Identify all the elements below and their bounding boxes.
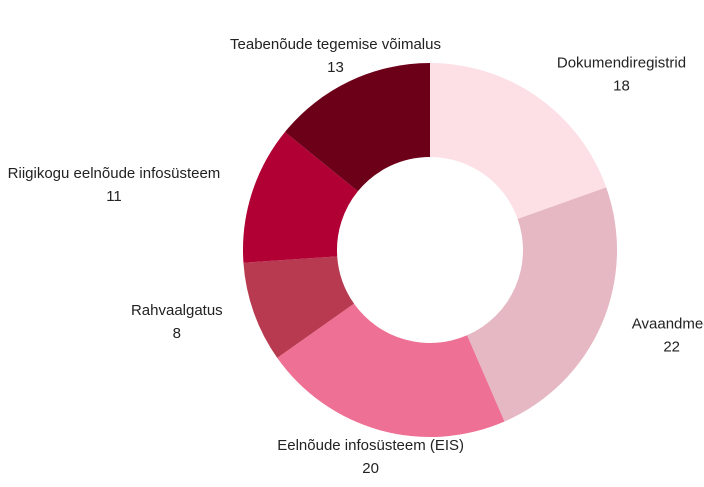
slice [284, 63, 430, 192]
value-label: 18 [613, 77, 630, 94]
slice [277, 303, 505, 438]
value-label: 13 [327, 59, 344, 76]
slice [467, 187, 617, 422]
value-label: 20 [362, 460, 379, 477]
slice-label: Eelnõude infosüsteem (EIS) [277, 437, 464, 454]
slice [430, 63, 607, 219]
slice [243, 256, 355, 358]
slice-label: Teabenõude tegemise võimalus [230, 36, 441, 53]
slice-label: Avaandmed [632, 316, 704, 333]
slice-label: Dokumendiregistrid [557, 54, 686, 71]
slice [243, 131, 358, 263]
slice-label: Rahvaalgatus [131, 302, 223, 319]
value-label: 8 [173, 325, 181, 342]
value-label: 11 [106, 188, 122, 205]
slice-label: Riigikogu eelnõude infosüsteem [8, 165, 221, 182]
value-label: 22 [663, 339, 680, 356]
